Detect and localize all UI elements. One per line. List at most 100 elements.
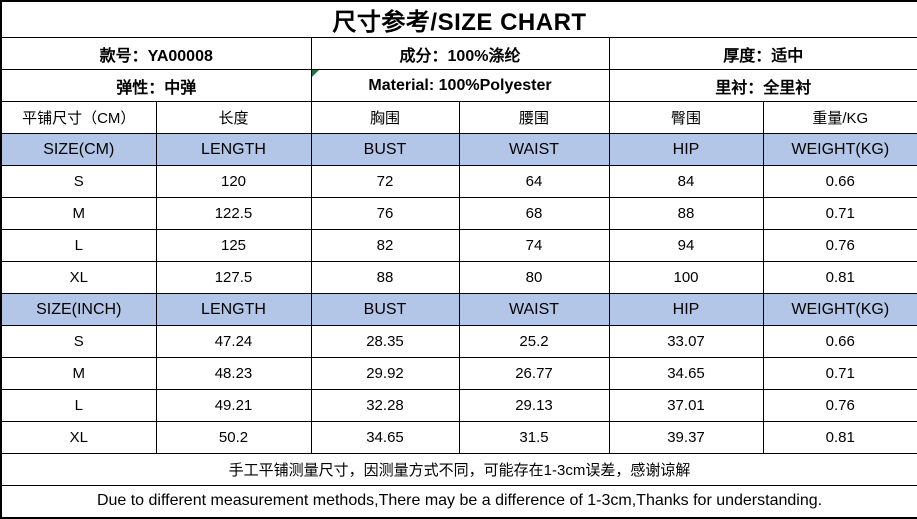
info-row-2: 弹性：中弹 Material: 100%Polyester 里衬：全里衬 (0, 69, 917, 102)
cm-header-row: SIZE(CM) LENGTH BUST WAIST HIP WEIGHT(KG… (0, 133, 917, 166)
column-header-bust-inch: BUST (310, 293, 460, 326)
column-header-weight: WEIGHT(KG) (762, 133, 917, 166)
table-cell: 82 (310, 229, 460, 262)
style-number-label: 款号： (99, 47, 148, 65)
table-cell: 68 (458, 197, 610, 230)
table-cell: 50.2 (155, 421, 312, 454)
table-cell: 26.77 (458, 357, 610, 390)
table-cell: 0.71 (762, 197, 917, 230)
table-cell: 64 (458, 165, 610, 198)
material-cell: Material: 100%Polyester (310, 69, 610, 102)
table-cell: XL (0, 261, 157, 294)
material-value: 100%Polyester (438, 76, 552, 94)
inch-header-row: SIZE(INCH) LENGTH BUST WAIST HIP WEIGHT(… (0, 293, 917, 326)
lining-label: 里衬： (715, 79, 764, 97)
column-header-hip-inch: HIP (608, 293, 764, 326)
composition-cell: 成分：100%涤纶 (310, 37, 610, 70)
cm-row-m: M 122.5 76 68 88 0.71 (0, 197, 917, 230)
thickness-value: 适中 (771, 47, 804, 65)
style-number-value: YA00008 (147, 47, 213, 65)
table-cell: L (0, 389, 157, 422)
table-cell: 49.21 (155, 389, 312, 422)
table-cell: 76 (310, 197, 460, 230)
table-cell: 125 (155, 229, 312, 262)
table-cell: XL (0, 421, 157, 454)
page-title: 尺寸参考/SIZE CHART (0, 0, 917, 38)
table-cell: 88 (310, 261, 460, 294)
column-header-bust-cn: 胸围 (310, 101, 460, 134)
cm-row-l: L 125 82 74 94 0.76 (0, 229, 917, 262)
inch-row-s: S 47.24 28.35 25.2 33.07 0.66 (0, 325, 917, 358)
table-cell: 80 (458, 261, 610, 294)
column-header-length-cn: 长度 (155, 101, 312, 134)
cn-column-header-row: 平铺尺寸（CM） 长度 胸围 腰围 臀围 重量/KG (0, 101, 917, 134)
style-number-cell: 款号：YA00008 (0, 37, 312, 70)
inch-row-l: L 49.21 32.28 29.13 37.01 0.76 (0, 389, 917, 422)
material-label: Material: (368, 76, 439, 94)
column-header-weight-inch: WEIGHT(KG) (762, 293, 917, 326)
column-header-flat-size: 平铺尺寸（CM） (0, 101, 157, 134)
cm-row-s: S 120 72 64 84 0.66 (0, 165, 917, 198)
thickness-cell: 厚度：适中 (608, 37, 917, 70)
column-header-length: LENGTH (155, 133, 312, 166)
table-cell: 84 (608, 165, 764, 198)
table-cell: S (0, 325, 157, 358)
column-header-hip-cn: 臀围 (608, 101, 764, 134)
measurement-note-cn: 手工平铺测量尺寸，因测量方式不同，可能存在1-3cm误差，感谢谅解 (0, 453, 917, 486)
table-cell: 74 (458, 229, 610, 262)
table-cell: 33.07 (608, 325, 764, 358)
column-header-waist: WAIST (458, 133, 610, 166)
table-cell: 25.2 (458, 325, 610, 358)
table-cell: 0.66 (762, 325, 917, 358)
note-row-cn: 手工平铺测量尺寸，因测量方式不同，可能存在1-3cm误差，感谢谅解 (0, 453, 917, 486)
table-cell: 29.92 (310, 357, 460, 390)
inch-row-m: M 48.23 29.92 26.77 34.65 0.71 (0, 357, 917, 390)
table-cell: 0.81 (762, 261, 917, 294)
info-row-1: 款号：YA00008 成分：100%涤纶 厚度：适中 (0, 37, 917, 70)
column-header-waist-cn: 腰围 (458, 101, 610, 134)
table-cell: 122.5 (155, 197, 312, 230)
table-cell: 0.76 (762, 229, 917, 262)
column-header-hip: HIP (608, 133, 764, 166)
table-cell: 94 (608, 229, 764, 262)
lining-cell: 里衬：全里衬 (608, 69, 917, 102)
inch-row-xl: XL 50.2 34.65 31.5 39.37 0.81 (0, 421, 917, 454)
composition-label: 成分： (399, 47, 448, 65)
table-cell: 37.01 (608, 389, 764, 422)
table-cell: 28.35 (310, 325, 460, 358)
composition-value: 100%涤纶 (447, 47, 521, 65)
table-cell: 100 (608, 261, 764, 294)
cm-row-xl: XL 127.5 88 80 100 0.81 (0, 261, 917, 294)
table-cell: 34.65 (608, 357, 764, 390)
table-cell: 48.23 (155, 357, 312, 390)
table-cell: 72 (310, 165, 460, 198)
table-cell: 88 (608, 197, 764, 230)
table-cell: 0.76 (762, 389, 917, 422)
column-header-size-cm: SIZE(CM) (0, 133, 157, 166)
column-header-weight-cn: 重量/KG (762, 101, 917, 134)
table-cell: L (0, 229, 157, 262)
table-cell: 31.5 (458, 421, 610, 454)
column-header-length-inch: LENGTH (155, 293, 312, 326)
elasticity-label: 弹性： (116, 79, 165, 97)
column-header-waist-inch: WAIST (458, 293, 610, 326)
table-cell: M (0, 357, 157, 390)
table-cell: 39.37 (608, 421, 764, 454)
table-cell: 32.28 (310, 389, 460, 422)
lining-value: 全里衬 (763, 79, 812, 97)
title-row: 尺寸参考/SIZE CHART (0, 0, 917, 38)
column-header-size-inch: SIZE(INCH) (0, 293, 157, 326)
elasticity-cell: 弹性：中弹 (0, 69, 312, 102)
cell-error-indicator-icon (312, 70, 319, 77)
table-cell: M (0, 197, 157, 230)
elasticity-value: 中弹 (164, 79, 197, 97)
table-cell: 29.13 (458, 389, 610, 422)
table-cell: 34.65 (310, 421, 460, 454)
table-cell: 0.66 (762, 165, 917, 198)
table-cell: 127.5 (155, 261, 312, 294)
thickness-label: 厚度： (723, 47, 772, 65)
table-cell: 120 (155, 165, 312, 198)
column-header-bust: BUST (310, 133, 460, 166)
table-cell: 0.81 (762, 421, 917, 454)
